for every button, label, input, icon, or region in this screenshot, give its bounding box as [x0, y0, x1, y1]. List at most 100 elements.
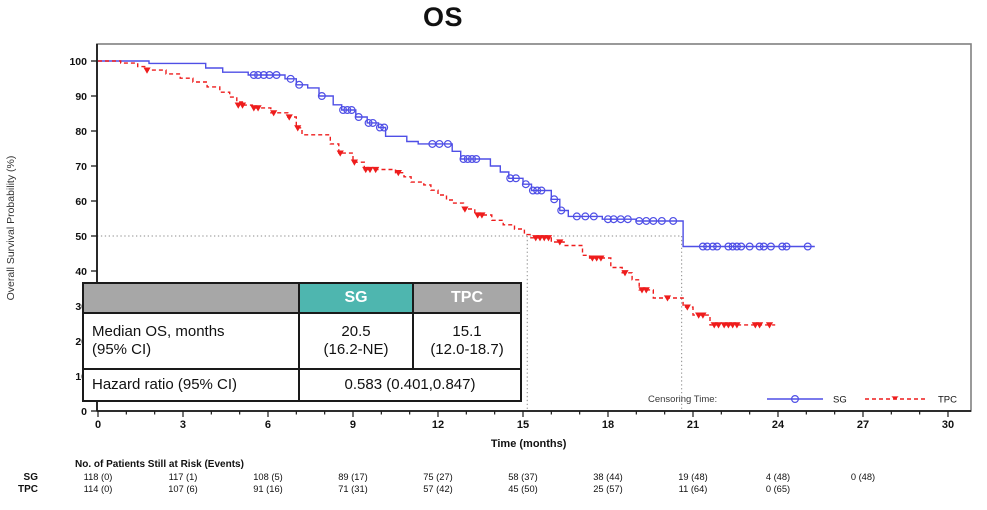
km-curve-tpc: [98, 60, 776, 326]
censor-triangle: [461, 206, 469, 213]
legend-label-tpc: TPC: [938, 395, 957, 406]
censor-circle: [521, 180, 530, 189]
stats-header-sg: SG: [300, 284, 414, 314]
censor-triangle: [366, 166, 374, 174]
axis-ticks: 0 10 20 30 40 50 60 70 80 90 100 0 3 6 9 12 15 18 21 24 27 30…: [5, 56, 954, 450]
censor-circle: [459, 155, 468, 164]
censor-triangle: [294, 125, 302, 132]
stats-hr-value: 0.583 (0.401,0.847): [344, 376, 476, 394]
stats-header-blank: [84, 284, 300, 314]
at-risk-table: No. of Patients Still at Risk (Events) SG…: [18, 459, 875, 495]
censor-triangle: [372, 166, 380, 174]
y-tick-label: 90: [75, 91, 87, 103]
censor-circle: [669, 216, 678, 225]
censor-circle: [745, 242, 754, 251]
x-tick-label: 3: [180, 419, 186, 431]
censor-circle: [443, 139, 452, 148]
censor-circle: [803, 242, 812, 251]
censor-circle: [317, 91, 326, 100]
censor-circle: [472, 155, 481, 164]
y-tick-label: 0: [81, 406, 87, 418]
at-risk-value: 58 (37): [508, 472, 537, 482]
at-risk-value: 71 (31): [338, 484, 367, 494]
x-tick-label: 27: [857, 419, 869, 431]
stats-hr-label: Hazard ratio (95% CI): [84, 370, 300, 400]
censor-triangle: [597, 255, 605, 262]
censor-triangle: [733, 322, 741, 329]
y-axis-title: Overall Survival Probability (%): [5, 156, 17, 301]
censor-circle: [708, 242, 717, 251]
censor-circle: [698, 242, 707, 251]
censor-triangle: [642, 287, 650, 294]
at-risk-value: 4 (48): [766, 472, 790, 482]
at-risk-value: 57 (42): [423, 484, 452, 494]
stats-median-tpc-line2: (12.0-18.7): [430, 341, 504, 358]
stats-median-label-line2: (95% CI): [92, 341, 152, 358]
censor-circle: [249, 70, 258, 79]
censor-triangle: [714, 322, 723, 329]
censor-triangle: [663, 295, 672, 302]
censor-triangle: [336, 150, 344, 157]
x-tick-label: 12: [432, 419, 444, 431]
stats-median-sg: 20.5 (16.2-NE): [300, 314, 414, 370]
censor-circle: [380, 123, 389, 132]
censor-circle: [506, 174, 515, 183]
stats-median-sg-line2: (16.2-NE): [323, 341, 389, 358]
stats-median-sg-line1: 20.5: [341, 323, 371, 341]
stats-median-tpc: 15.1 (12.0-18.7): [414, 314, 520, 370]
censor-circle: [782, 242, 791, 251]
censor-circle: [766, 242, 775, 251]
x-tick-label: 21: [687, 419, 699, 431]
censor-circle: [589, 212, 598, 221]
y-tick-label: 100: [69, 56, 87, 68]
censor-circle: [550, 195, 559, 204]
censor-circle: [557, 206, 566, 215]
at-risk-value: 108 (5): [253, 472, 282, 482]
censor-circle: [732, 242, 741, 251]
censor-triangle: [270, 110, 278, 117]
censor-circle: [375, 123, 384, 132]
censor-circle: [354, 112, 363, 121]
censor-circle: [339, 105, 348, 114]
at-risk-value: 91 (16): [253, 484, 282, 494]
censor-triangle: [621, 270, 629, 277]
censor-circle: [603, 215, 612, 224]
censor-triangle: [350, 159, 359, 166]
censor-circle: [713, 242, 722, 251]
at-risk-value: 0 (65): [766, 484, 790, 494]
at-risk-value: 117 (1): [169, 472, 198, 482]
km-series-tpc: [98, 60, 776, 329]
censor-circle: [368, 118, 377, 127]
censor-circle: [533, 186, 542, 195]
x-tick-label: 6: [265, 419, 271, 431]
censor-circle: [728, 242, 737, 251]
km-curve-sg: [98, 60, 815, 248]
stats-header-tpc: TPC: [414, 284, 520, 314]
at-risk-value: 38 (44): [593, 472, 622, 482]
y-tick-label: 70: [75, 161, 87, 173]
censor-circle: [364, 118, 373, 127]
at-risk-value: 107 (6): [168, 484, 197, 494]
censor-triangle: [683, 304, 691, 311]
y-tick-label: 50: [75, 231, 87, 243]
censor-circle: [467, 155, 476, 164]
censor-circle: [724, 242, 733, 251]
censor-circle: [581, 212, 590, 221]
censor-circle: [737, 242, 746, 251]
censor-triangle: [755, 322, 764, 329]
censor-circle: [343, 105, 352, 114]
x-tick-label: 30: [942, 419, 954, 431]
y-tick-label: 80: [75, 126, 87, 138]
censor-triangle: [765, 322, 774, 329]
censor-circle: [572, 212, 581, 221]
x-tick-label: 9: [350, 419, 356, 431]
censor-triangle: [238, 102, 247, 109]
x-tick-label: 15: [517, 419, 529, 431]
censor-triangle: [556, 239, 564, 246]
stats-median-label: Median OS, months (95% CI): [84, 314, 300, 370]
censor-circle: [649, 216, 658, 225]
legend-title: Censoring Time:: [648, 394, 717, 405]
censor-circle: [528, 186, 537, 195]
at-risk-value: 25 (57): [593, 484, 622, 494]
